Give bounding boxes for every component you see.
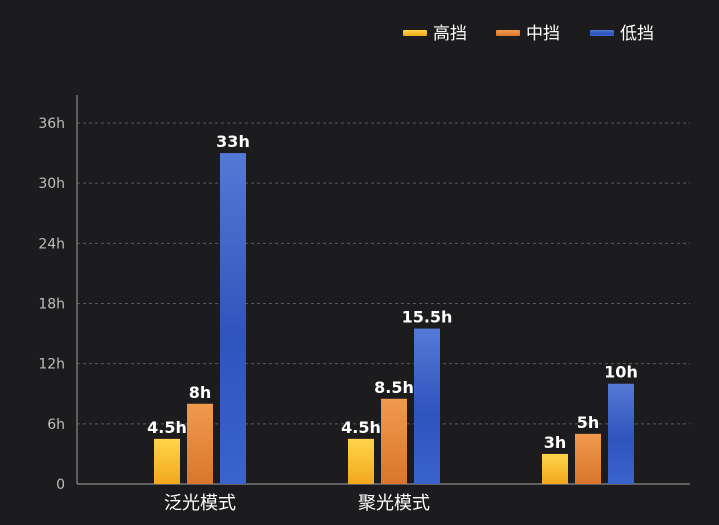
y-tick-label: 30h	[38, 176, 65, 192]
bar-3-3	[608, 383, 634, 484]
data-label: 4.5h	[341, 418, 381, 437]
y-tick-label: 36h	[38, 116, 65, 132]
legend-entry-label: 低挡	[620, 24, 654, 44]
labels: 06h12h18h24h30h36h4.5h8h33h泛光模式4.5h8.5h1…	[38, 116, 638, 514]
bar-3-2	[414, 328, 440, 484]
data-label: 15.5h	[402, 308, 453, 327]
y-tick-label: 18h	[38, 297, 65, 313]
legend-entry-label: 高挡	[433, 24, 467, 44]
legend-entry-label: 中挡	[526, 24, 560, 44]
data-label: 4.5h	[147, 418, 187, 437]
legend: 高挡 中挡 低挡	[403, 24, 654, 44]
bars	[154, 153, 634, 485]
y-tick-label: 6h	[47, 417, 65, 433]
legend-swatch	[403, 30, 427, 36]
y-tick-label: 12h	[38, 357, 65, 373]
data-label: 5h	[577, 413, 600, 432]
data-label: 10h	[604, 363, 638, 382]
y-tick-label: 24h	[38, 236, 65, 252]
bar-1-3	[542, 453, 568, 484]
data-label: 8.5h	[374, 378, 414, 397]
x-category-label: 聚光模式	[358, 493, 430, 514]
legend-swatch	[496, 30, 520, 36]
data-label: 3h	[544, 433, 567, 452]
bar-1-1	[154, 438, 180, 484]
data-label: 8h	[189, 383, 212, 402]
x-category-label: 泛光模式	[164, 493, 236, 514]
bar-1-2	[348, 438, 374, 484]
bar-3-1	[220, 153, 246, 485]
bar-2-3	[575, 433, 601, 484]
grid-lines	[77, 122, 690, 425]
bar-2-2	[381, 398, 407, 484]
legend-swatch	[590, 30, 614, 36]
bar-2-1	[187, 403, 213, 484]
data-label: 33h	[216, 132, 250, 151]
y-tick-label: 0	[56, 477, 65, 493]
